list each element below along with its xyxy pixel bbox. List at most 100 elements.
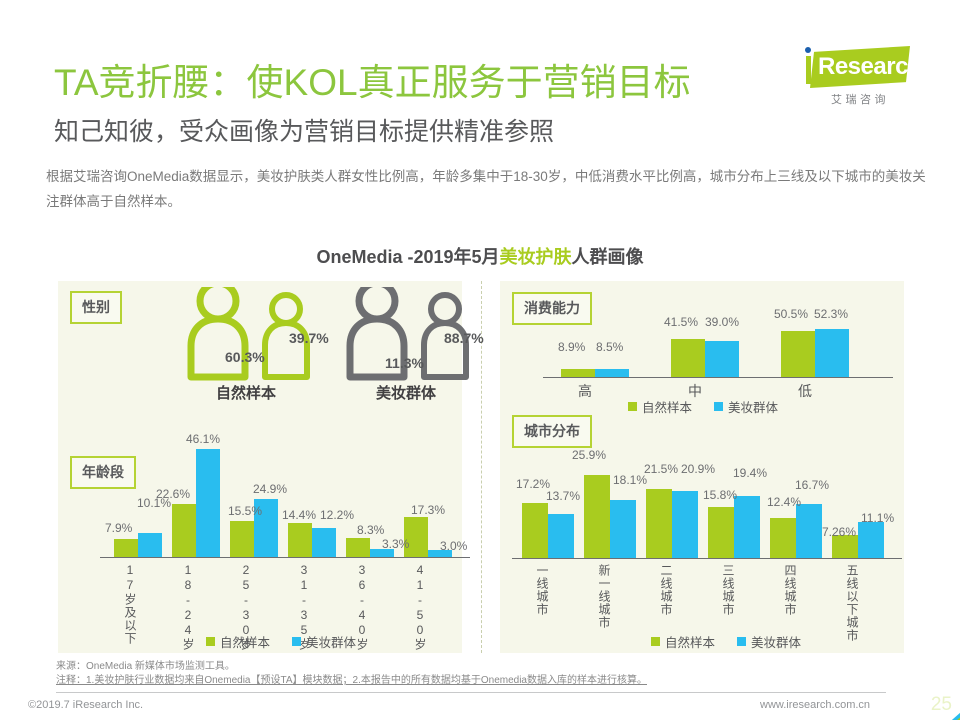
age-category-0: 17岁及以下 <box>123 563 137 645</box>
city-legend-beauty-label: 美妆群体 <box>751 636 802 650</box>
page-subtitle: 知己知彼，受众画像为营销目标提供精准参照 <box>54 118 555 146</box>
city-bars-area <box>518 468 898 558</box>
footnotes: 来源：OneMedia 新媒体市场监测工具。 注释：1.美妆护肤行业数据均来自O… <box>56 660 647 688</box>
city-bar-natural-4 <box>770 518 796 558</box>
city-category-4: 四线城市 <box>783 564 797 616</box>
age-legend-natural: 自然样本 <box>206 632 270 651</box>
consumption-category-1: 中 <box>688 383 702 399</box>
age-legend: 自然样本 美妆群体 <box>206 632 356 651</box>
age-label-beauty-2: 24.9% <box>253 482 288 496</box>
age-bar-natural-5 <box>404 517 428 557</box>
website-url[interactable]: www.iresearch.com.cn <box>760 699 871 711</box>
city-bar-natural-2 <box>646 489 672 558</box>
city-bar-natural-5 <box>832 535 858 558</box>
intro-paragraph: 根据艾瑞咨询OneMedia数据显示，美妆护肤类人群女性比例高，年龄多集中于18… <box>46 169 926 209</box>
city-label-beauty-0: 13.7% <box>546 489 581 503</box>
city-bar-beauty-1 <box>610 500 636 558</box>
city-label-natural-1: 25.9% <box>572 448 607 462</box>
city-legend-natural-label: 自然样本 <box>665 636 716 650</box>
logo-shape <box>810 46 910 88</box>
gender-figure-natural <box>187 287 310 381</box>
city-label-natural-0: 17.2% <box>516 477 551 491</box>
page-title: TA竞折腰：使KOL真正服务于营销目标 <box>54 62 691 103</box>
age-section-tag: 年龄段 <box>70 456 136 489</box>
city-label-beauty-3: 19.4% <box>733 466 768 480</box>
chart-block-title: OneMedia -2019年5月美妆护肤人群画像 <box>0 243 960 269</box>
legend-swatch-green-icon <box>206 637 215 646</box>
logo-i-dot-icon <box>805 47 811 53</box>
chart-title-highlight: 美妆护肤 <box>499 247 572 267</box>
age-label-natural-3: 14.4% <box>282 508 317 522</box>
legend-swatch-green-icon <box>628 402 637 411</box>
city-bar-natural-0 <box>522 503 548 558</box>
city-category-0: 一线城市 <box>535 564 549 616</box>
city-category-1: 新一线城市 <box>597 564 611 629</box>
legend-swatch-blue-icon <box>292 637 302 646</box>
age-legend-natural-label: 自然样本 <box>220 636 271 650</box>
age-bar-beauty-2 <box>254 499 278 557</box>
age-bar-natural-3 <box>288 523 312 557</box>
city-label-natural-4: 12.4% <box>767 495 802 509</box>
age-label-natural-4: 8.3% <box>357 523 385 537</box>
age-legend-beauty-label: 美妆群体 <box>306 636 357 650</box>
iresearch-logo: Research 艾瑞咨询 <box>795 44 923 112</box>
age-category-2: 25-30岁 <box>239 563 253 651</box>
panel-divider <box>481 281 482 653</box>
logo-chinese-name: 艾瑞咨询 <box>831 94 889 106</box>
consumption-bar-beauty-2 <box>815 329 849 377</box>
city-legend-beauty: 美妆群体 <box>737 632 801 651</box>
age-label-beauty-3: 12.2% <box>320 508 355 522</box>
note-line: 注释：1.美妆护肤行业数据均来自Onemedia【预设TA】模块数据；2.本报告… <box>56 675 647 686</box>
city-category-5: 五线以下城市 <box>845 564 859 642</box>
footer-divider <box>56 692 886 693</box>
city-bar-beauty-5 <box>858 522 884 558</box>
legend-swatch-green-icon <box>651 637 660 646</box>
age-label-beauty-4: 3.3% <box>382 537 410 551</box>
consumption-bar-natural-1 <box>671 339 705 377</box>
consumption-section-tag: 消费能力 <box>512 292 592 325</box>
logo-i-stem-icon <box>805 56 811 84</box>
source-line: 来源：OneMedia 新媒体市场监测工具。 <box>56 661 235 672</box>
gender-figure-beauty <box>346 287 469 381</box>
gender-beauty-caption: 美妆群体 <box>375 385 436 402</box>
age-category-4: 36-40岁 <box>355 563 369 651</box>
page-number: 25 <box>930 694 952 715</box>
city-bar-natural-1 <box>584 475 610 558</box>
city-label-natural-2: 21.5% <box>644 462 679 476</box>
age-label-beauty-5: 3.0% <box>440 539 468 553</box>
consumption-legend-beauty: 美妆群体 <box>714 397 778 416</box>
consumption-bar-natural-2 <box>781 331 815 377</box>
age-bar-beauty-5 <box>428 550 452 557</box>
gender-section-tag: 性别 <box>70 291 122 324</box>
age-bar-beauty-3 <box>312 528 336 557</box>
city-bar-beauty-4 <box>796 504 822 558</box>
city-label-beauty-1: 18.1% <box>613 473 648 487</box>
consumption-label-natural-2: 50.5% <box>774 307 809 321</box>
consumption-label-beauty-1: 39.0% <box>705 315 740 329</box>
logo-wordmark: Research <box>818 53 923 80</box>
city-section-tag: 城市分布 <box>512 415 592 448</box>
chart-title-prefix: OneMedia -2019年5月 <box>316 247 500 267</box>
gender-beauty-male-pct: 11.3% <box>385 355 424 371</box>
age-label-natural-5: 17.3% <box>411 503 446 517</box>
age-bars-area <box>108 437 458 557</box>
age-label-natural-1: 22.6% <box>156 487 191 501</box>
age-label-beauty-1: 46.1% <box>186 432 221 446</box>
corner-stripe-green <box>870 715 960 720</box>
age-category-5: 41-50岁 <box>413 563 427 651</box>
city-label-beauty-4: 16.7% <box>795 478 830 492</box>
consumption-label-beauty-2: 52.3% <box>814 307 849 321</box>
consumption-category-0: 高 <box>578 383 592 399</box>
consumption-label-beauty-0: 8.5% <box>596 340 624 354</box>
age-legend-beauty: 美妆群体 <box>292 632 356 651</box>
age-label-natural-2: 15.5% <box>228 504 263 518</box>
gender-beauty-female-pct: 88.7% <box>444 330 484 346</box>
consumption-bar-beauty-1 <box>705 341 739 377</box>
city-bar-beauty-2 <box>672 491 698 558</box>
age-category-3: 31-35岁 <box>297 563 311 651</box>
gender-natural-caption: 自然样本 <box>215 385 276 402</box>
consumption-axis-line <box>543 377 893 378</box>
city-category-3: 三线城市 <box>721 564 735 616</box>
age-category-1: 18-24岁 <box>181 563 195 651</box>
age-bar-beauty-4 <box>370 549 394 557</box>
